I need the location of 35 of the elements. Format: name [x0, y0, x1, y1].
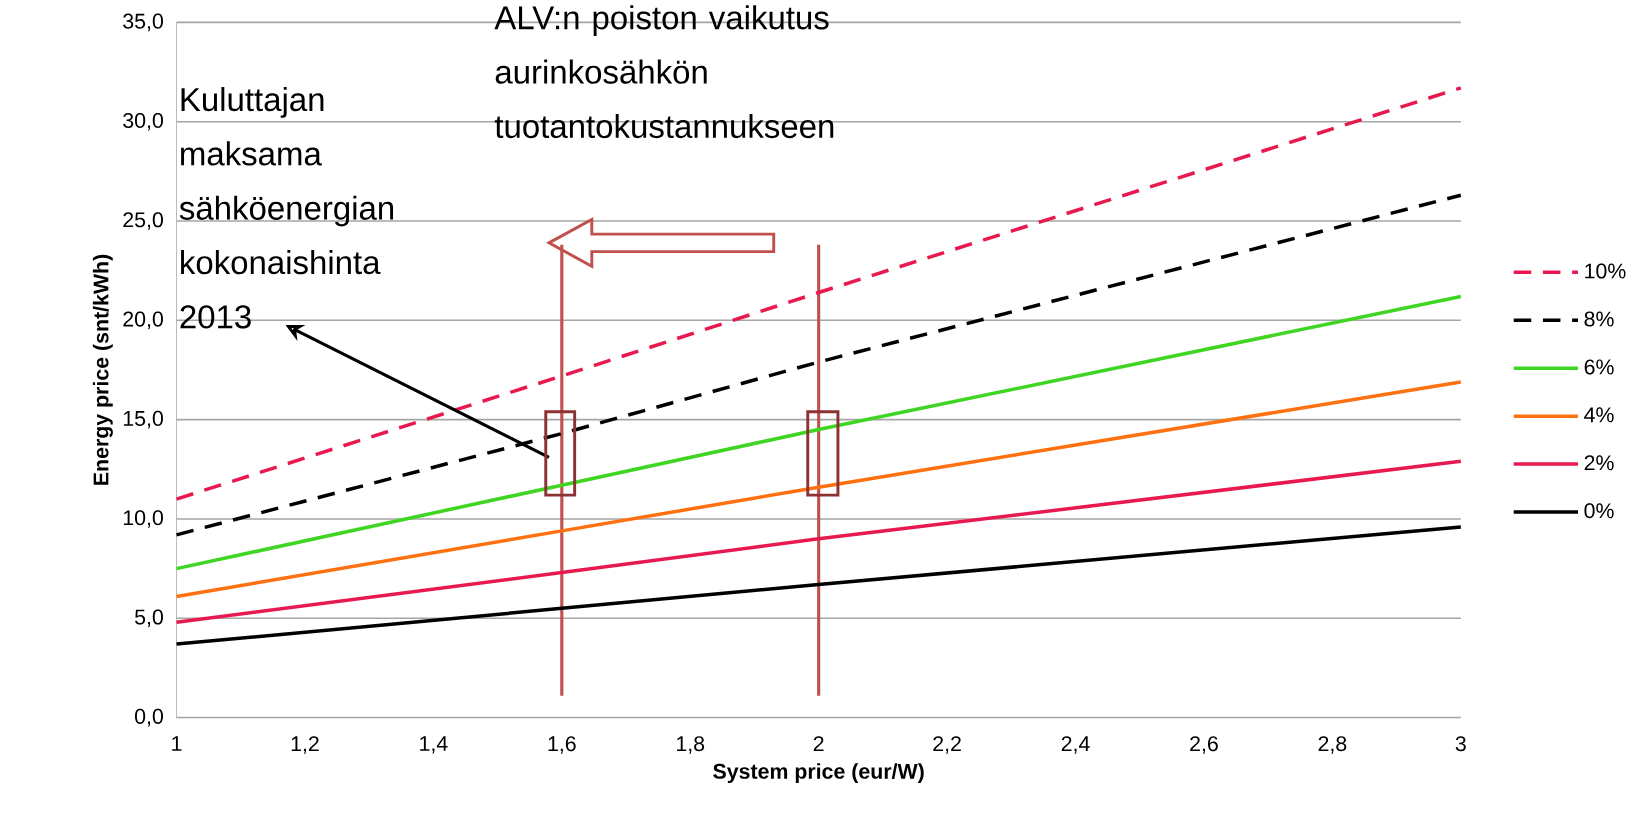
line-series	[174, 294, 1463, 571]
y-tick-label: 20,0	[123, 311, 163, 330]
y-axis-title: Energy price (snt/kWh)	[92, 254, 113, 485]
y-tick-label: 35,0	[123, 13, 163, 32]
x-tick-label: 2,2	[933, 736, 961, 754]
x-tick-label: 3	[1455, 736, 1466, 752]
y-tick-label: 25,0	[123, 212, 163, 230]
legend-label: 8%	[1584, 311, 1614, 327]
line-series	[174, 86, 1463, 501]
y-tick-label: 15,0	[123, 410, 163, 429]
line-series	[174, 193, 1463, 537]
x-tick-label: 2,6	[1190, 736, 1218, 754]
y-tick-label: 0,0	[134, 708, 163, 727]
y-tick-label: 10,0	[123, 510, 163, 528]
line-series	[174, 459, 1463, 625]
x-axis-title: System price (eur/W)	[713, 763, 924, 784]
x-tick-label: 1	[172, 736, 182, 751]
legend-label: 2%	[1584, 455, 1614, 471]
legend-label: 4%	[1584, 407, 1614, 423]
line-series	[174, 525, 1463, 646]
line-series	[174, 380, 1463, 599]
annotation: ALV:n poiston vaikutus aurinkosähkön tuotantokustannukseen	[494, 5, 834, 139]
x-tick-label: 2,4	[1061, 736, 1090, 754]
y-tick-label: 5,0	[135, 609, 163, 628]
x-tick-label: 1,4	[420, 736, 448, 754]
y-tick-label: 30,0	[123, 112, 163, 131]
legend-label: 0%	[1584, 503, 1614, 519]
annotation: Kuluttajan maksama sähköenergian kokonaishinta 2013	[179, 87, 394, 329]
x-tick-label: 1,8	[677, 736, 705, 754]
x-tick-label: 2	[813, 736, 824, 752]
legend-label: 6%	[1584, 359, 1614, 375]
x-tick-label: 2,8	[1318, 736, 1347, 754]
x-tick-label: 1,2	[291, 736, 319, 754]
x-tick-label: 1,6	[548, 736, 576, 754]
legend-label: 10%	[1585, 263, 1626, 279]
